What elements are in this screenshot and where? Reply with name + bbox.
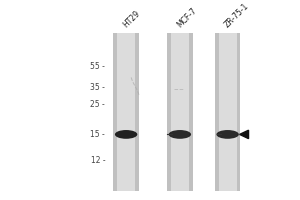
Bar — [167, 33, 193, 191]
Bar — [215, 33, 240, 191]
Text: 12 -: 12 - — [91, 156, 105, 165]
Ellipse shape — [169, 130, 191, 139]
Polygon shape — [240, 130, 248, 139]
Text: ZR-75-1: ZR-75-1 — [223, 1, 250, 29]
Text: 25 -: 25 - — [91, 100, 105, 109]
Bar — [219, 33, 236, 191]
Text: 35 -: 35 - — [90, 83, 105, 92]
Bar — [113, 33, 139, 191]
Bar — [171, 33, 189, 191]
Ellipse shape — [115, 130, 137, 139]
Text: HT29: HT29 — [121, 9, 142, 29]
Ellipse shape — [216, 130, 239, 139]
Bar — [117, 33, 135, 191]
Text: MCF-7: MCF-7 — [175, 6, 198, 29]
Text: 15 -: 15 - — [91, 130, 105, 139]
Text: 55 -: 55 - — [90, 62, 105, 71]
